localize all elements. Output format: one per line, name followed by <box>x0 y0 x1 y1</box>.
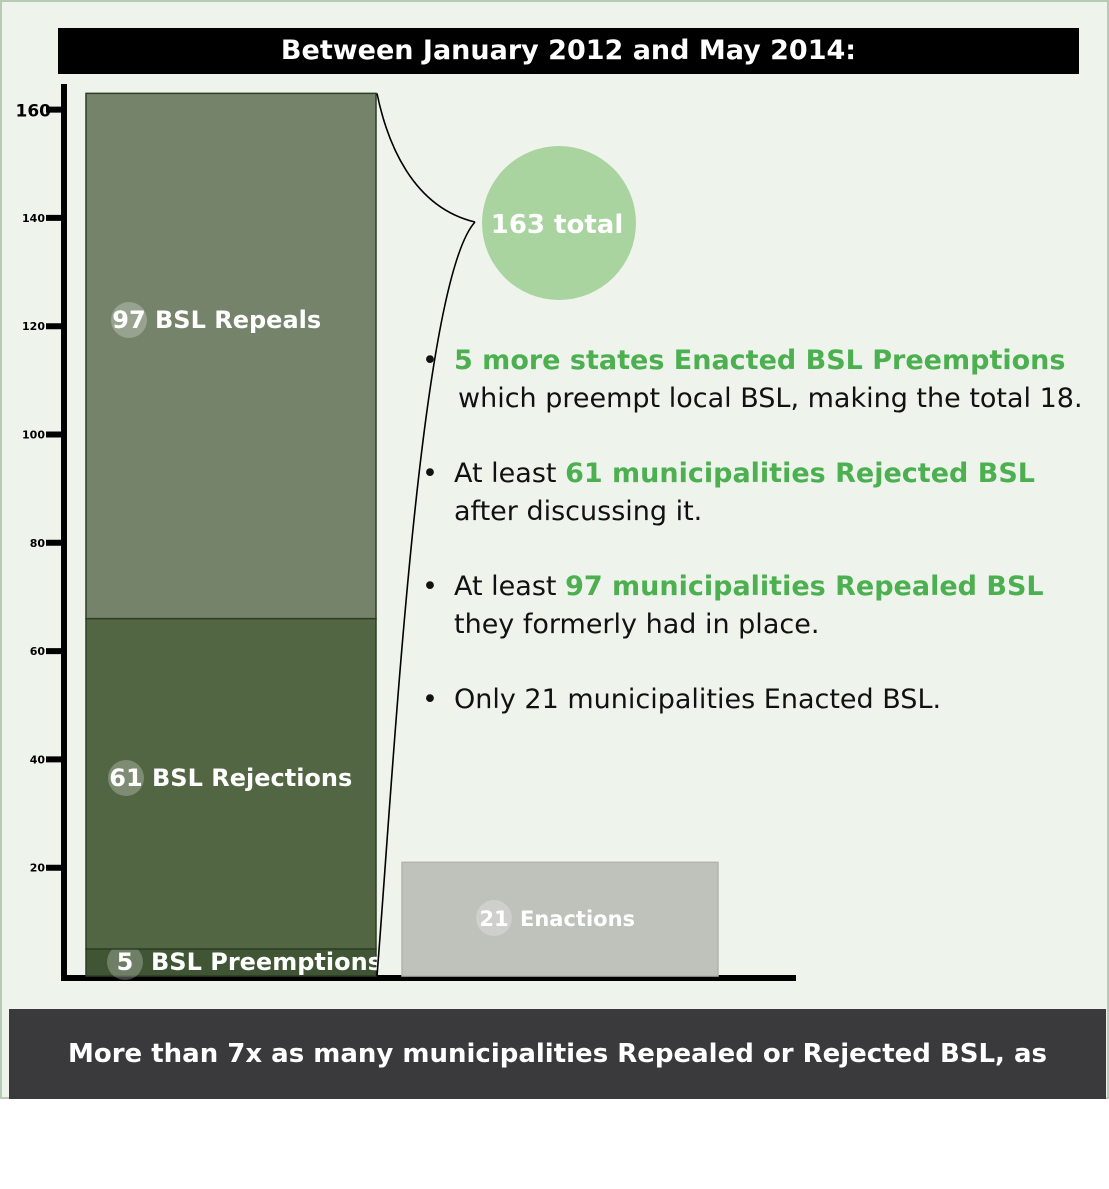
infographic: Between January 2012 and May 2014: 20 40 6… <box>0 0 1109 1099</box>
bar-segment-enactions <box>401 861 719 977</box>
y-tick-label: 120 <box>22 320 45 333</box>
y-tick-label: 140 <box>22 212 45 225</box>
bar-name-label: BSL Preemptions <box>151 948 382 976</box>
bar-name-label: BSL Repeals <box>155 306 321 334</box>
bullet-continuation: which preempt local BSL, making the tota… <box>458 383 1083 414</box>
bullet-continuation: they formerly had in place. <box>454 609 820 640</box>
y-tick-label: 160 <box>16 102 52 122</box>
bar-chart: 20 40 60 80 100 120 140 160 5 BSL Preemptions 61 BS… <box>16 84 796 981</box>
bar-segment-bsl-rejections <box>85 617 377 950</box>
total-circle <box>482 146 636 300</box>
value-badge <box>107 944 143 980</box>
bullet-text: At least <box>454 571 566 602</box>
bar-value-label: 21 <box>479 907 508 931</box>
brace-bottom <box>376 221 476 977</box>
bullet-item: 5 more states Enacted BSL Preemptions whi… <box>422 342 1102 418</box>
value-badge <box>476 900 512 936</box>
bullet-item: At least 61 municipalities Rejected BSL a… <box>422 455 1102 531</box>
bullet-item: Only 21 municipalities Enacted BSL. <box>422 681 1102 719</box>
y-tick-label: 100 <box>22 429 45 442</box>
bar-name-label: Enactions <box>520 907 635 931</box>
bullet-text: At least <box>454 458 566 489</box>
footer-banner: More than 7x as many municipalities Repe… <box>9 1009 1106 1159</box>
brace-top <box>376 93 476 223</box>
bar-name-label: BSL Rejections <box>152 764 352 792</box>
bullet-highlight: 97 municipalities Repealed BSL <box>565 571 1044 602</box>
bullet-text: Only 21 municipalities Enacted BSL. <box>454 684 942 715</box>
value-badge <box>111 302 147 338</box>
bullet-highlight: 61 municipalities Rejected BSL <box>565 458 1035 489</box>
y-tick-label: 20 <box>30 862 46 875</box>
bar-value-label: 97 <box>112 306 145 334</box>
y-tick-label: 40 <box>30 753 46 766</box>
value-badge <box>108 760 144 796</box>
total-label: 163 total <box>491 210 624 240</box>
bullet-item: At least 97 municipalities Repealed BSL t… <box>422 568 1102 644</box>
bar-value-label: 61 <box>109 764 142 792</box>
title-banner: Between January 2012 and May 2014: <box>58 28 1079 74</box>
bar-value-label: 5 <box>117 948 134 976</box>
bullet-highlight: 5 more states Enacted BSL Preemptions <box>454 345 1066 376</box>
bar-segment-bsl-repeals <box>85 92 377 620</box>
y-tick-label: 80 <box>30 537 46 550</box>
y-tick-label: 60 <box>30 645 46 658</box>
bar-segment-bsl-preemptions <box>85 948 377 977</box>
bullet-list: 5 more states Enacted BSL Preemptions whi… <box>422 342 1102 756</box>
bullet-continuation: after discussing it. <box>454 496 703 527</box>
